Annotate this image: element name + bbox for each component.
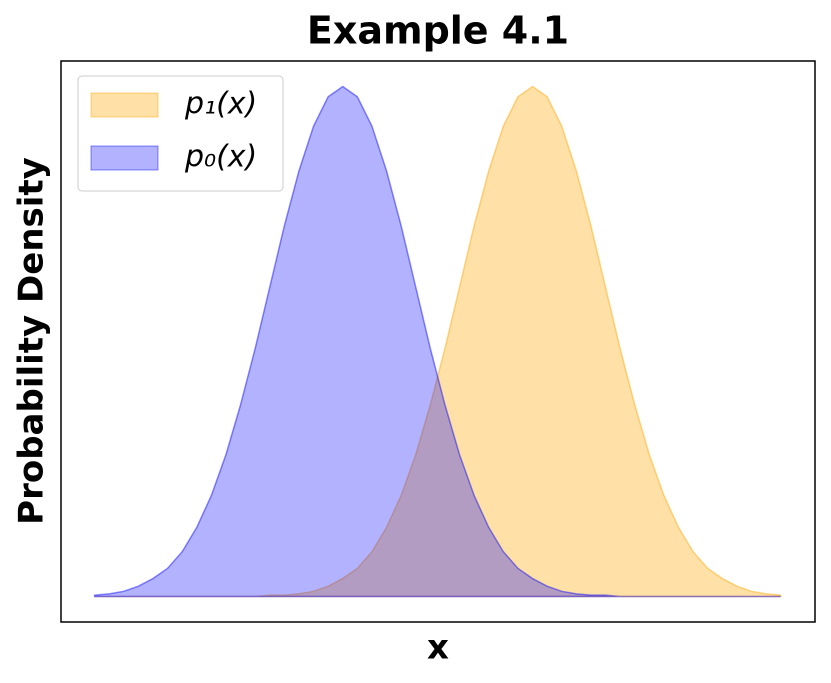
- legend: p₁(x) p₀(x): [77, 75, 284, 192]
- axes-frame: [60, 60, 816, 623]
- x-axis-label: x: [427, 628, 449, 668]
- plot-area: [93, 85, 782, 598]
- legend-box: [77, 75, 284, 192]
- density-area: [93, 85, 781, 598]
- chart-title: Example 4.1: [307, 9, 569, 53]
- legend-swatch: [90, 145, 159, 171]
- legend-label: p₀(x): [184, 140, 257, 175]
- legend-swatch: [90, 92, 159, 118]
- y-axis-label: Probability Density: [12, 157, 52, 525]
- density-area: [94, 85, 782, 598]
- legend-label: p₁(x): [184, 87, 257, 122]
